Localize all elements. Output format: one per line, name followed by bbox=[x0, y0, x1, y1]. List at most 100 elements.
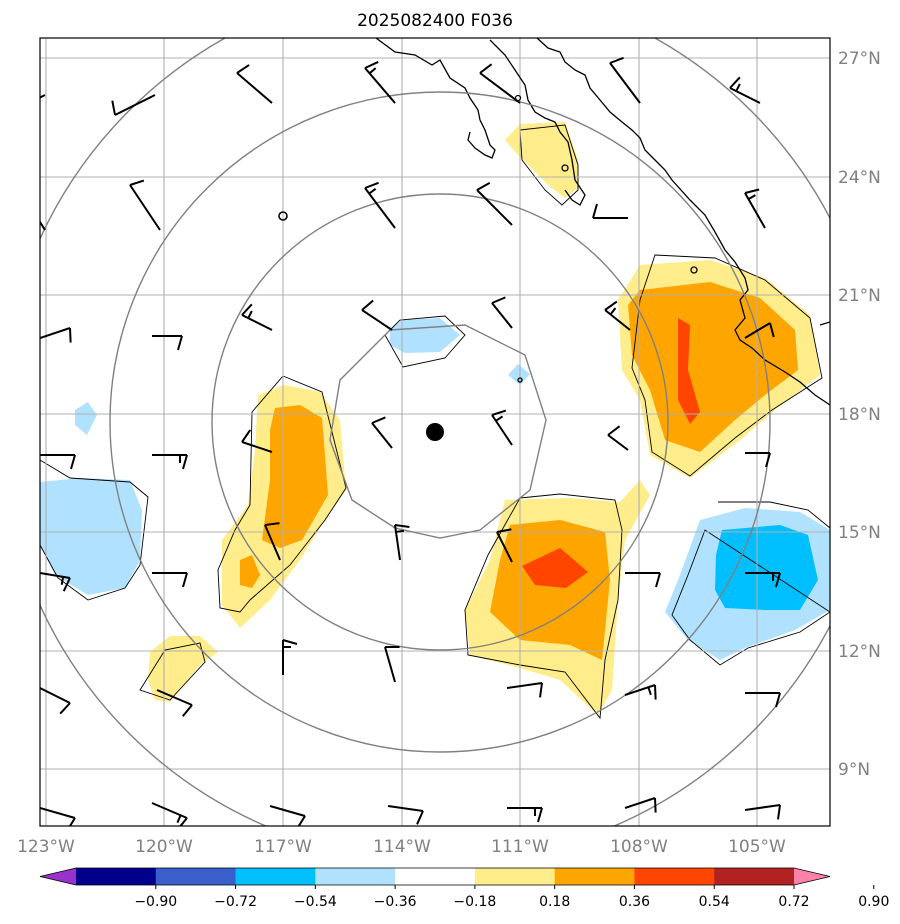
wind-barb bbox=[592, 203, 628, 219]
negative-anomaly-region bbox=[508, 364, 530, 385]
wind-barb bbox=[40, 327, 72, 343]
lat-tick-label: 9°N bbox=[838, 760, 870, 780]
colorbar: −0.90 −0.72 −0.54 −0.36 −0.18 0.18 0.36 0.54 0.7… bbox=[39, 867, 889, 910]
colorbar-extend-high bbox=[794, 868, 830, 885]
wind-barb bbox=[507, 807, 543, 823]
wind-barb bbox=[40, 572, 71, 592]
lon-tick-label: 120°W bbox=[135, 837, 193, 857]
coastline bbox=[375, 38, 830, 406]
wind-barb bbox=[491, 296, 513, 329]
range-ring bbox=[109, 91, 771, 753]
calm-wind-marker bbox=[278, 211, 288, 221]
colorbar-segment bbox=[155, 868, 237, 885]
anomaly-fills bbox=[40, 122, 830, 715]
wind-barb bbox=[744, 322, 775, 339]
colorbar-segment bbox=[235, 868, 316, 885]
colorbar-tick-label: 0.18 bbox=[539, 894, 570, 910]
wind-barb bbox=[156, 689, 193, 717]
positive-anomaly-region bbox=[148, 636, 218, 702]
wind-barb bbox=[40, 807, 76, 826]
wind-barb bbox=[624, 684, 657, 700]
wind-barb bbox=[745, 572, 781, 588]
moderate-negative-anomaly-region bbox=[715, 525, 818, 610]
colorbar-tick-label: 0.36 bbox=[619, 894, 650, 910]
wind-barb bbox=[152, 335, 183, 351]
negative-anomaly-region bbox=[390, 318, 460, 353]
wind-barb bbox=[506, 682, 543, 698]
wind-barb bbox=[624, 797, 657, 813]
storm-center-marker bbox=[426, 423, 444, 441]
colorbar-tick-label: 0.72 bbox=[778, 894, 809, 910]
colorbar-outline bbox=[39, 867, 831, 886]
lon-tick-label: 123°W bbox=[17, 837, 75, 857]
lon-tick-label: 111°W bbox=[491, 837, 549, 857]
wind-barb bbox=[387, 805, 424, 825]
wind-barb bbox=[744, 188, 766, 229]
strong-positive-anomaly-region bbox=[678, 318, 700, 424]
wind-barb bbox=[264, 522, 281, 561]
gridlines bbox=[40, 38, 830, 826]
wind-barb bbox=[496, 528, 513, 563]
lat-tick-label: 15°N bbox=[838, 523, 881, 543]
wind-barb bbox=[152, 572, 188, 588]
negative-anomaly-region bbox=[75, 402, 97, 435]
wind-barb bbox=[40, 94, 46, 99]
colorbar-tick-label: −0.36 bbox=[374, 894, 417, 910]
wind-barb bbox=[236, 64, 273, 104]
colorbar-tick-label: 0.90 bbox=[858, 894, 889, 910]
wind-barb bbox=[129, 179, 161, 231]
latitude-labels: 27°N 24°N 21°N 18°N 15°N 12°N 9°N bbox=[838, 49, 881, 780]
wind-barb bbox=[364, 61, 396, 104]
wind-barb bbox=[609, 56, 641, 104]
lon-tick-label: 117°W bbox=[254, 837, 312, 857]
colorbar-tick-label: −0.18 bbox=[453, 894, 496, 910]
wind-barb bbox=[625, 572, 661, 588]
lon-tick-label: 114°W bbox=[373, 837, 431, 857]
lon-tick-label: 105°W bbox=[728, 837, 786, 857]
wind-barb bbox=[40, 454, 76, 470]
wind-barb bbox=[384, 646, 400, 683]
wind-barb bbox=[152, 454, 188, 470]
colorbar-segment bbox=[554, 868, 635, 885]
wind-barb bbox=[371, 416, 393, 449]
colorbar-tick-label: −0.72 bbox=[214, 894, 257, 910]
positive-anomaly-region bbox=[262, 405, 328, 548]
wind-barb bbox=[491, 409, 513, 446]
strong-positive-anomaly-region bbox=[522, 548, 588, 588]
positive-anomaly-region bbox=[240, 555, 260, 588]
negative-anomaly-region bbox=[40, 478, 142, 595]
colorbar-segment bbox=[315, 868, 396, 885]
wind-barb bbox=[607, 425, 629, 451]
plot-frame bbox=[39, 37, 831, 827]
lat-tick-label: 21°N bbox=[838, 286, 881, 306]
wind-barb bbox=[40, 220, 46, 231]
wind-barb bbox=[40, 687, 71, 715]
colorbar-segment bbox=[76, 868, 157, 885]
wind-barb bbox=[364, 181, 396, 229]
lat-tick-label: 12°N bbox=[838, 642, 881, 662]
colorbar-tick-label: −0.90 bbox=[134, 894, 177, 910]
wind-barb bbox=[604, 300, 631, 331]
range-rings bbox=[40, 38, 830, 826]
colorbar-segment bbox=[395, 868, 476, 885]
colorbar-segment bbox=[474, 868, 556, 885]
colorbar-tick-label: 0.54 bbox=[699, 894, 730, 910]
wind-barb bbox=[479, 63, 521, 104]
range-ring bbox=[329, 324, 547, 539]
wind-barb bbox=[241, 303, 273, 331]
wind-barb bbox=[394, 524, 410, 561]
colorbar-tick-label: −0.54 bbox=[294, 894, 337, 910]
wind-barb bbox=[745, 692, 781, 708]
positive-anomaly-region bbox=[505, 122, 578, 198]
wind-barb bbox=[476, 182, 513, 226]
wind-barb bbox=[729, 76, 761, 104]
colorbar-segment bbox=[634, 868, 715, 885]
lon-tick-label: 108°W bbox=[610, 837, 668, 857]
wind-barb bbox=[111, 94, 156, 116]
wind-barbs bbox=[40, 56, 781, 826]
wind-barb bbox=[282, 639, 298, 675]
wind-barb bbox=[361, 299, 393, 331]
lat-tick-label: 24°N bbox=[838, 168, 881, 188]
longitude-labels: 123°W 120°W 117°W 114°W 111°W 108°W 105°… bbox=[17, 837, 786, 857]
